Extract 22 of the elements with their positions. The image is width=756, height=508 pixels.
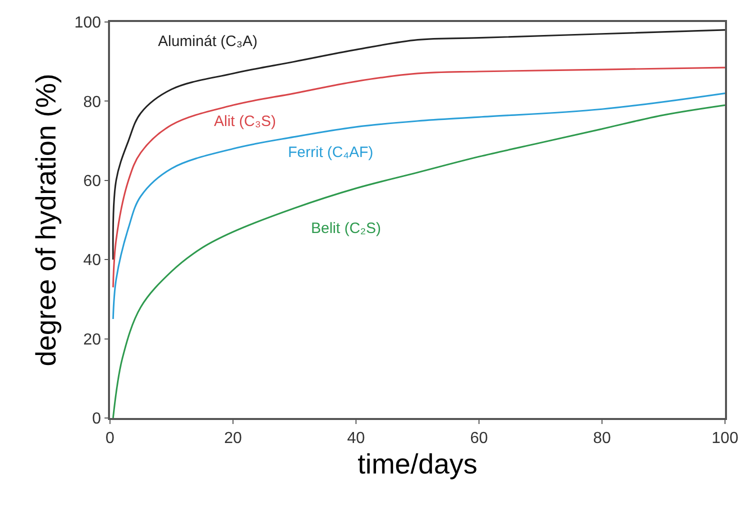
series-label: Belit (C₂S) bbox=[311, 220, 381, 237]
line-series bbox=[112, 92, 725, 320]
x-tick-label: 20 bbox=[224, 430, 242, 447]
x-axis-title: time/days bbox=[358, 448, 478, 480]
x-tick-label: 80 bbox=[593, 430, 611, 447]
line-series bbox=[112, 66, 725, 288]
series-label: Alit (C₃S) bbox=[214, 113, 276, 130]
y-tick-label: 20 bbox=[83, 331, 102, 348]
x-tick-label: 0 bbox=[106, 430, 115, 447]
y-tick-label: 0 bbox=[92, 410, 102, 428]
y-tick-label: 80 bbox=[83, 94, 102, 111]
series-label: Aluminát (C₃A) bbox=[158, 33, 258, 50]
y-tick-label: 100 bbox=[74, 14, 102, 32]
line-series bbox=[112, 29, 725, 260]
x-tick-label: 100 bbox=[712, 430, 738, 447]
y-tick-label: 60 bbox=[83, 173, 102, 190]
x-tick-label: 60 bbox=[470, 430, 488, 447]
y-axis-title: degree of hydration (%) bbox=[30, 74, 62, 366]
x-tick-label: 40 bbox=[347, 430, 365, 447]
line-series bbox=[112, 104, 725, 418]
series-label: Ferrit (C₄AF) bbox=[288, 144, 374, 161]
y-tick-label: 40 bbox=[83, 252, 102, 270]
